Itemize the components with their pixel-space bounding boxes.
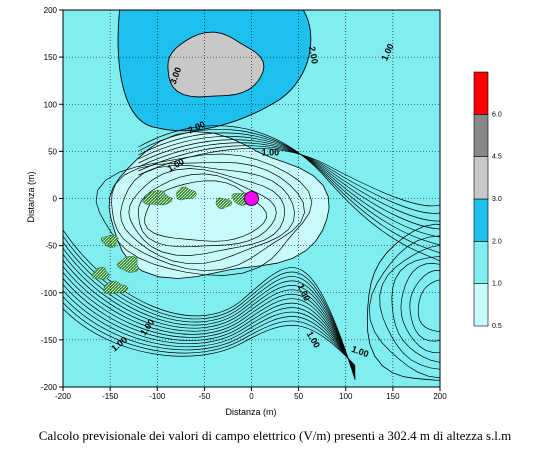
- contour-line: [144, 180, 267, 242]
- y-tick-label: 150: [44, 53, 58, 62]
- y-tick-label: -200: [41, 383, 58, 392]
- x-tick-label: -200: [55, 392, 72, 401]
- source-marker: [244, 191, 259, 206]
- x-tick-label: -50: [199, 392, 211, 401]
- color-legend: 0.5 1.0 2.0 3.0 4.5 6.0: [473, 71, 502, 330]
- contour-line: [63, 302, 356, 368]
- field-band-3-4.5: [167, 31, 265, 98]
- contour-line: [138, 139, 440, 230]
- figure-caption: Calcolo previsionale dei valori di campo…: [38, 428, 512, 443]
- contour-line: [409, 270, 440, 342]
- x-tick-label: 0: [249, 392, 254, 401]
- legend-swatch: [473, 241, 489, 284]
- legend-tick-label: 4.5: [492, 154, 502, 161]
- contour-line: [368, 235, 440, 379]
- axis-ticks: -200 -150 -100 -50 0 50 100 150 200 -200 -150 -100 -…: [41, 6, 447, 401]
- contour-line: [138, 125, 440, 262]
- y-tick-label: 0: [53, 195, 58, 204]
- contour-line: [63, 253, 356, 376]
- contour-line: [138, 173, 277, 248]
- hatched-zone: [100, 234, 119, 248]
- contour-line: [128, 168, 286, 256]
- plot-area: 3.002.00 1.002.001.001.001.001.001.001.00…: [41, 6, 447, 401]
- contour-line: [391, 255, 440, 363]
- contour-line: [63, 284, 356, 371]
- contour-line: [63, 247, 356, 377]
- y-axis-label: Distanza (m): [26, 171, 36, 222]
- contour-line: [379, 244, 440, 370]
- y-tick-label: -150: [41, 336, 58, 345]
- plot-layers: [63, 10, 440, 387]
- legend-tick-label: 1.0: [492, 281, 502, 288]
- legend-swatch: [473, 156, 489, 200]
- contour-line: [63, 241, 356, 378]
- contour-line: [138, 145, 440, 214]
- contour-line: [63, 260, 356, 375]
- contour-line: [138, 132, 440, 246]
- contour-lines: [63, 125, 440, 381]
- legend-swatch: [473, 114, 489, 157]
- x-tick-label: 50: [294, 392, 303, 401]
- hatched-zone: [116, 256, 139, 273]
- contour-line: [417, 279, 440, 333]
- hatched-zone: [215, 197, 233, 210]
- legend-tick-label: 0.5: [492, 323, 502, 330]
- y-tick-label: -50: [45, 242, 57, 251]
- contour-line: [63, 290, 356, 370]
- x-tick-label: 100: [339, 392, 353, 401]
- legend-swatch: [473, 198, 489, 242]
- contour-line: [63, 308, 356, 366]
- legend-swatch: [473, 71, 489, 115]
- x-tick-label: 200: [433, 392, 447, 401]
- y-tick-label: 50: [48, 147, 57, 156]
- contour-line: [120, 164, 295, 265]
- contour-line: [63, 272, 356, 373]
- x-tick-label: -100: [149, 392, 166, 401]
- contour-line: [63, 278, 356, 372]
- x-tick-label: 150: [386, 392, 400, 401]
- contour-line: [111, 161, 305, 272]
- contour-line: [63, 296, 356, 369]
- legend-tick-label: 3.0: [492, 196, 502, 203]
- contour-line: [138, 135, 440, 238]
- x-axis-label: Distanza (m): [225, 407, 276, 417]
- y-tick-label: 100: [44, 100, 58, 109]
- legend-swatch: [473, 283, 489, 327]
- hatched-zones: [91, 186, 254, 295]
- legend-tick-label: 6.0: [492, 111, 502, 118]
- legend-tick-label: 2.0: [492, 238, 502, 245]
- contour-line: [138, 142, 440, 222]
- x-tick-label: -150: [102, 392, 119, 401]
- contour-label-4: 1.00: [262, 148, 280, 158]
- contour-line: [63, 266, 356, 374]
- contour-line: [95, 153, 313, 276]
- hatched-zone: [91, 267, 110, 280]
- contour-label-1: 2.00: [307, 46, 320, 65]
- y-tick-label: 200: [44, 6, 58, 15]
- contour-line: [400, 263, 440, 353]
- y-tick-label: -100: [41, 289, 58, 298]
- hatched-zone: [176, 186, 197, 201]
- field-band-1-2-east: [366, 223, 440, 381]
